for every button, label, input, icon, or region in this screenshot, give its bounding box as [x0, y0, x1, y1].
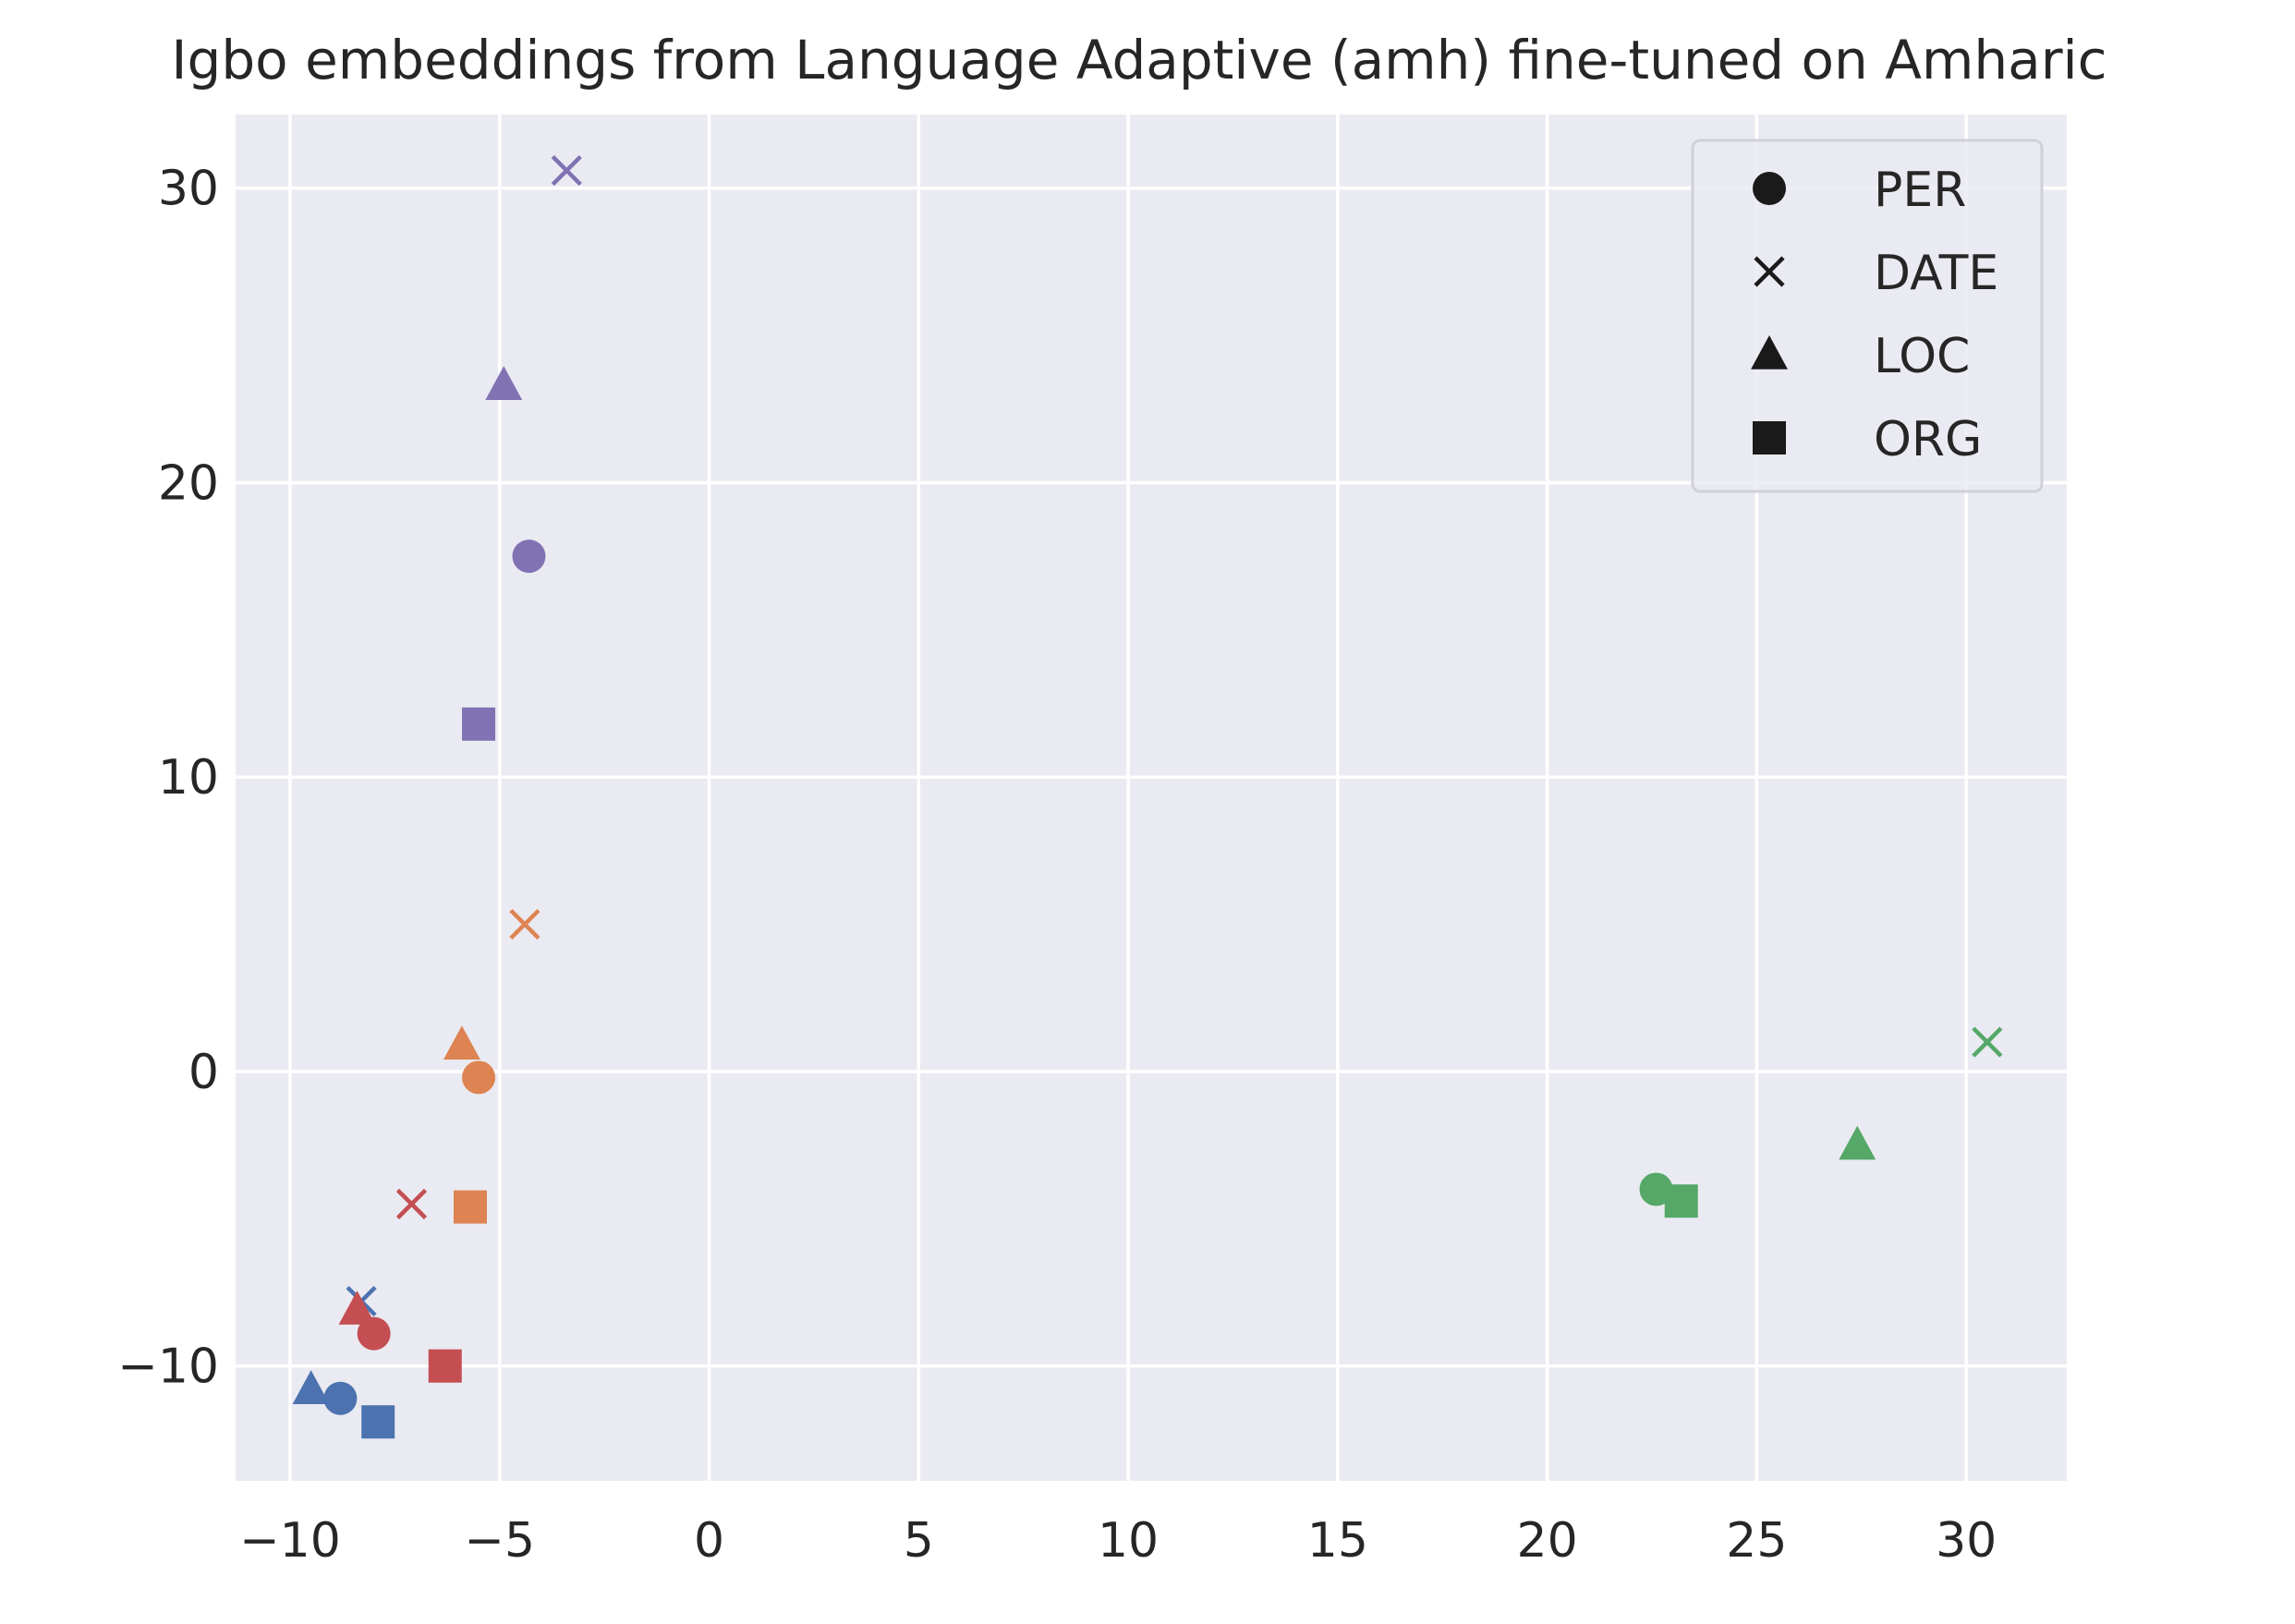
point-per-circle [323, 1381, 358, 1415]
point-date-x-stroke [509, 908, 540, 940]
y-tick-label: −10 [117, 1339, 219, 1395]
point-org-square [361, 1405, 395, 1439]
y-tick-label: 10 [158, 750, 219, 806]
point-date-x [1754, 256, 1785, 287]
point-org-square [462, 707, 496, 741]
y-tick-label: 30 [158, 162, 219, 217]
point-per-circle [512, 539, 546, 574]
point-date-x [395, 1188, 428, 1219]
legend-label: DATE [1874, 246, 1998, 301]
x-tick-label: 30 [1936, 1513, 1997, 1569]
legend-label: ORG [1874, 412, 1982, 467]
chart-title: Igbo embeddings from Language Adaptive (… [171, 29, 2107, 91]
point-loc-triangle [1839, 1125, 1876, 1160]
point-date-x [551, 154, 582, 187]
legend: PER DATE LOC ORG [1691, 139, 2044, 493]
x-tick-label: −10 [239, 1513, 341, 1569]
point-loc-triangle [338, 1291, 376, 1325]
point-per-circle [1753, 172, 1786, 205]
legend-box [1691, 139, 2044, 493]
point-date-x-stroke [395, 1188, 428, 1219]
x-tick-label: 5 [904, 1513, 934, 1569]
point-org-square [1753, 421, 1786, 454]
point-date-x [1972, 1026, 2003, 1058]
y-tick-label: 0 [188, 1045, 219, 1100]
point-loc-triangle [485, 366, 523, 400]
point-per-circle [357, 1316, 391, 1351]
x-tick-label: −5 [464, 1513, 535, 1569]
data-points [292, 154, 2003, 1439]
point-org-square [428, 1349, 462, 1383]
point-org-square [1664, 1184, 1698, 1218]
point-loc-triangle [443, 1025, 480, 1060]
point-date-x-stroke [551, 154, 582, 187]
point-per-circle [1639, 1172, 1673, 1206]
x-tick-label: 25 [1726, 1513, 1787, 1569]
point-date-x [509, 908, 540, 940]
x-tick-label: 20 [1517, 1513, 1578, 1569]
y-tick-label: 20 [158, 455, 219, 511]
point-org-square [453, 1190, 487, 1224]
x-tick-label: 10 [1098, 1513, 1159, 1569]
legend-label: PER [1874, 163, 1966, 218]
x-tick-label: 15 [1307, 1513, 1368, 1569]
point-date-x-stroke [1972, 1026, 2003, 1058]
point-loc-triangle [1751, 335, 1788, 370]
legend-label: LOC [1874, 329, 1970, 384]
point-per-circle [462, 1060, 496, 1095]
point-date-x-stroke [1754, 256, 1785, 287]
point-loc-triangle [292, 1370, 330, 1404]
x-tick-label: 0 [694, 1513, 724, 1569]
